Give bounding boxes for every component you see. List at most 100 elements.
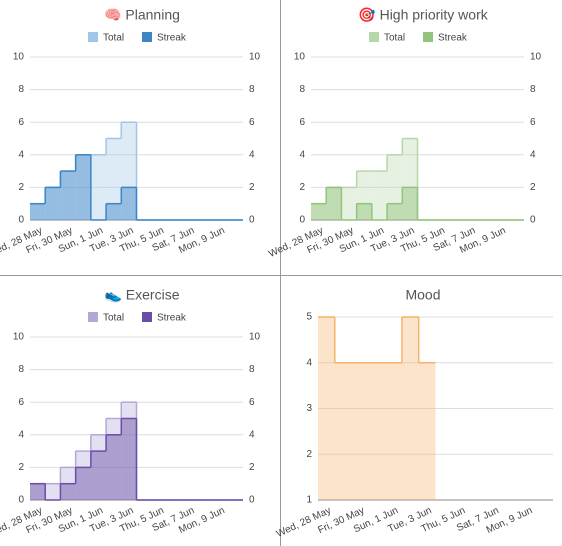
step-area [311, 203, 327, 220]
chart-title: 🎯 High priority work [358, 7, 488, 23]
step-area [341, 187, 357, 220]
step-area [121, 418, 137, 500]
y2-tick-label: 4 [249, 149, 255, 160]
step-area [75, 467, 91, 500]
step-area [387, 203, 403, 220]
step-area [121, 187, 137, 220]
step-area [351, 362, 369, 500]
y-tick-label: 1 [306, 495, 312, 506]
y2-tick-label: 6 [249, 117, 255, 128]
step-area [60, 171, 76, 220]
step-area [90, 451, 107, 500]
legend-swatch [142, 312, 152, 322]
y2-tick-label: 8 [249, 84, 255, 95]
y2-tick-label: 10 [530, 52, 542, 63]
y-tick-label: 4 [18, 149, 24, 160]
step-area [60, 171, 76, 220]
y-tick-label: 2 [18, 182, 24, 193]
chart-title: 🧠 Planning [104, 7, 180, 23]
y2-tick-label: 4 [530, 149, 536, 160]
step-area [30, 483, 46, 500]
legend-label: Streak [157, 313, 187, 324]
step-area [106, 138, 122, 220]
y2-tick-label: 0 [249, 215, 255, 226]
step-area [106, 434, 122, 500]
step-area [45, 187, 61, 220]
y2-tick-label: 2 [249, 182, 255, 193]
y-tick-label: 0 [299, 215, 305, 226]
step-area [356, 171, 372, 220]
step-area [30, 203, 46, 220]
y-tick-label: 10 [294, 52, 306, 63]
legend-label: Streak [438, 33, 468, 44]
legend-swatch [88, 312, 98, 322]
y2-tick-label: 6 [249, 397, 255, 408]
step-area [75, 451, 91, 500]
y-tick-label: 2 [18, 462, 24, 473]
step-area [60, 483, 76, 500]
step-area [45, 187, 61, 220]
legend-label: Total [103, 313, 124, 324]
legend-swatch [369, 32, 379, 42]
step-area [121, 122, 137, 220]
step-area [106, 203, 122, 220]
step-area [326, 187, 342, 220]
step-area [401, 317, 419, 500]
y2-tick-label: 4 [249, 429, 255, 440]
y-tick-label: 2 [299, 182, 305, 193]
y-tick-label: 4 [18, 429, 24, 440]
step-area [371, 171, 388, 220]
y-tick-label: 10 [13, 52, 25, 63]
step-area [368, 362, 386, 500]
step-area [402, 187, 418, 220]
y-tick-label: 6 [18, 117, 24, 128]
y2-tick-label: 10 [249, 52, 261, 63]
y-tick-label: 8 [18, 84, 24, 95]
step-area [402, 138, 418, 220]
step-area [356, 203, 372, 220]
y-tick-label: 8 [18, 364, 24, 375]
chart-title: 👟 Exercise [104, 287, 179, 304]
y-tick-label: 6 [299, 117, 305, 128]
step-area [90, 154, 107, 220]
y-tick-label: 2 [306, 449, 312, 460]
y-tick-label: 5 [306, 312, 312, 323]
y2-tick-label: 2 [530, 182, 536, 193]
y-tick-label: 10 [13, 332, 25, 343]
legend-label: Total [384, 33, 405, 44]
y2-tick-label: 6 [530, 117, 536, 128]
step-area [326, 187, 342, 220]
y2-tick-label: 0 [249, 495, 255, 506]
legend-swatch [142, 32, 152, 42]
step-area [418, 362, 436, 500]
y-tick-label: 3 [306, 403, 312, 414]
y2-tick-label: 2 [249, 462, 255, 473]
step-area [30, 483, 46, 500]
step-area [318, 317, 335, 500]
y-tick-label: 4 [299, 149, 305, 160]
step-area [385, 362, 402, 500]
step-area [75, 154, 91, 220]
legend-swatch [88, 32, 98, 42]
legend-label: Total [103, 33, 124, 44]
y-tick-label: 0 [18, 215, 24, 226]
legend-label: Streak [157, 33, 187, 44]
chart-title: Mood [405, 287, 440, 303]
legend-swatch [423, 32, 433, 42]
y2-tick-label: 8 [249, 364, 255, 375]
y2-tick-label: 10 [249, 332, 261, 343]
y-tick-label: 4 [306, 357, 312, 368]
y-tick-label: 0 [18, 495, 24, 506]
step-area [30, 203, 46, 220]
step-area [311, 203, 327, 220]
step-area [106, 418, 122, 500]
y2-tick-label: 8 [530, 84, 536, 95]
step-area [121, 402, 137, 500]
y-tick-label: 8 [299, 84, 305, 95]
step-area [75, 154, 91, 220]
y-tick-label: 6 [18, 397, 24, 408]
y2-tick-label: 0 [530, 215, 536, 226]
step-area [334, 362, 352, 500]
step-area [45, 483, 61, 500]
